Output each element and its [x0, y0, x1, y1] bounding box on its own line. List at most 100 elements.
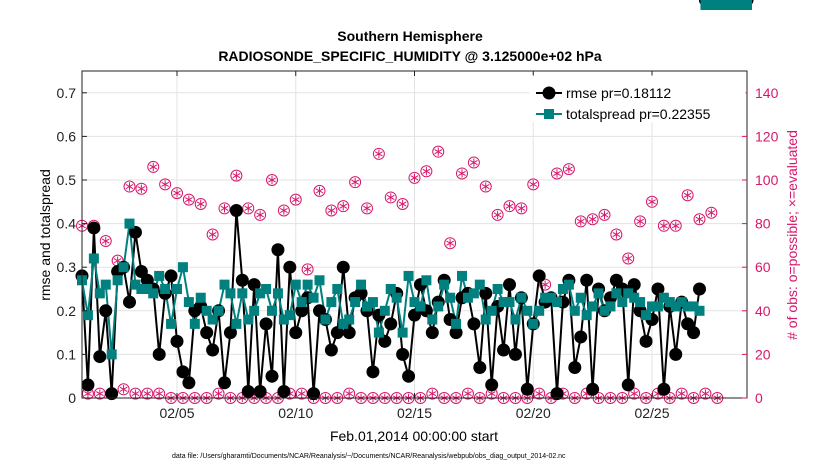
- obs-possible-point: [503, 200, 516, 213]
- rmse-point: [508, 347, 522, 361]
- totalspread-point: [118, 262, 129, 273]
- totalspread-point: [474, 279, 485, 290]
- obs-possible-point: [266, 174, 278, 186]
- x-tick-label: 02/20: [516, 405, 551, 421]
- y-left-tick-label: 0.4: [57, 216, 77, 232]
- obs-possible-point: [182, 193, 195, 206]
- totalspread-point: [237, 288, 248, 299]
- y-right-tick-label: 120: [755, 128, 779, 144]
- totalspread-point: [557, 284, 568, 294]
- ticks: 02/05 02/10 02/15 02/20 02/25 0 0.1 0.2 0.3 0.4 0.…: [57, 71, 779, 421]
- rmse-point: [283, 260, 297, 274]
- obs-possible-point: [171, 187, 183, 200]
- rmse-point: [253, 384, 267, 398]
- totalspread-point: [154, 270, 165, 281]
- obs-possible-point: [129, 387, 142, 400]
- rmse-point: [259, 317, 273, 331]
- y-right-tick-label: 80: [755, 216, 771, 232]
- totalspread-point: [308, 292, 319, 303]
- totalspread-point: [403, 270, 414, 281]
- totalspread-point: [540, 292, 551, 303]
- obs-evaluated-point: [232, 171, 241, 180]
- obs-possible-point: [699, 387, 712, 400]
- rmse-point: [342, 326, 356, 340]
- rmse-point: [485, 378, 499, 392]
- obs-possible-point: [681, 189, 694, 202]
- rmse-point: [200, 326, 214, 340]
- legend-box: [529, 75, 746, 123]
- obs-possible-point: [301, 263, 314, 276]
- totalspread-point: [320, 314, 331, 325]
- totalspread-point: [451, 318, 462, 329]
- obs-possible-point: [456, 167, 468, 180]
- obs-evaluated-point: [576, 217, 585, 226]
- totalspread-point: [362, 301, 372, 312]
- footer-data-file: data file: /Users/gharamti/Documents/NCA…: [172, 453, 566, 460]
- totalspread-point: [718, 0, 729, 10]
- obs-possible-point: [147, 160, 160, 173]
- totalspread-point: [516, 292, 527, 303]
- obs-evaluated-point: [636, 217, 645, 226]
- obs-possible-point: [669, 219, 682, 232]
- obs-evaluated-point: [208, 230, 217, 239]
- x-tick-label: 02/15: [397, 405, 432, 421]
- obs-evaluated-point: [469, 158, 478, 167]
- totalspread-point: [617, 297, 628, 308]
- rmse-point: [467, 317, 481, 331]
- totalspread-point: [189, 318, 200, 329]
- totalspread-point: [124, 218, 135, 229]
- rmse-point: [182, 376, 196, 390]
- x-tick-label: 02/25: [634, 405, 669, 421]
- obs-evaluated-point: [101, 236, 110, 246]
- totalspread-point: [261, 284, 272, 294]
- totalspread-point: [563, 279, 574, 290]
- totalspread-point: [367, 297, 378, 308]
- totalspread-point: [195, 292, 206, 303]
- obs-evaluated-point: [363, 204, 371, 213]
- totalspread-point: [142, 284, 153, 294]
- totalspread-point: [605, 301, 616, 312]
- totalspread-point: [623, 288, 634, 299]
- totalspread-point: [647, 301, 657, 312]
- obs-evaluated-point: [214, 389, 223, 398]
- obs-evaluated-point: [220, 204, 229, 213]
- y-left-tick-label: 0.5: [57, 172, 77, 188]
- totalspread-point: [462, 292, 473, 303]
- x-tick-label: 02/05: [159, 405, 194, 421]
- obs-evaluated-point: [630, 389, 639, 398]
- obs-evaluated-point: [279, 206, 288, 215]
- obs-possible-point: [657, 219, 670, 232]
- rmse-point: [336, 260, 350, 274]
- rmse-point: [247, 278, 261, 292]
- totalspread-point: [552, 297, 562, 308]
- rmse-point: [687, 326, 701, 340]
- y-left-tick-label: 0.3: [57, 259, 77, 275]
- totalspread-point: [652, 301, 663, 312]
- obs-evaluated-point: [535, 389, 544, 398]
- obs-possible-point: [396, 197, 409, 210]
- y-left-tick-label: 0.2: [57, 303, 77, 319]
- rmse-point: [271, 243, 285, 257]
- obs-possible-point: [289, 193, 302, 206]
- rmse-point: [152, 347, 166, 361]
- totalspread-point: [468, 288, 479, 299]
- obs-evaluated-point: [458, 169, 466, 178]
- obs-evaluated-point: [695, 215, 704, 224]
- totalspread-point: [94, 288, 105, 299]
- rmse-point: [265, 369, 279, 383]
- obs-possible-point: [384, 191, 397, 204]
- totalspread-point: [344, 314, 355, 325]
- obs-possible-point: [705, 206, 718, 219]
- obs-possible-point: [479, 180, 492, 193]
- totalspread-point: [314, 275, 325, 286]
- y-axis-left-label: rmse and totalspread: [37, 169, 53, 301]
- obs-evaluated-point: [446, 239, 455, 248]
- obs-possible-point: [539, 278, 552, 291]
- obs-evaluated-point: [386, 193, 395, 202]
- obs-possible-point: [277, 204, 290, 217]
- totalspread-point: [688, 301, 699, 312]
- totalspread-point: [172, 284, 182, 294]
- obs-evaluated-point: [671, 221, 680, 230]
- obs-possible-point: [610, 228, 623, 241]
